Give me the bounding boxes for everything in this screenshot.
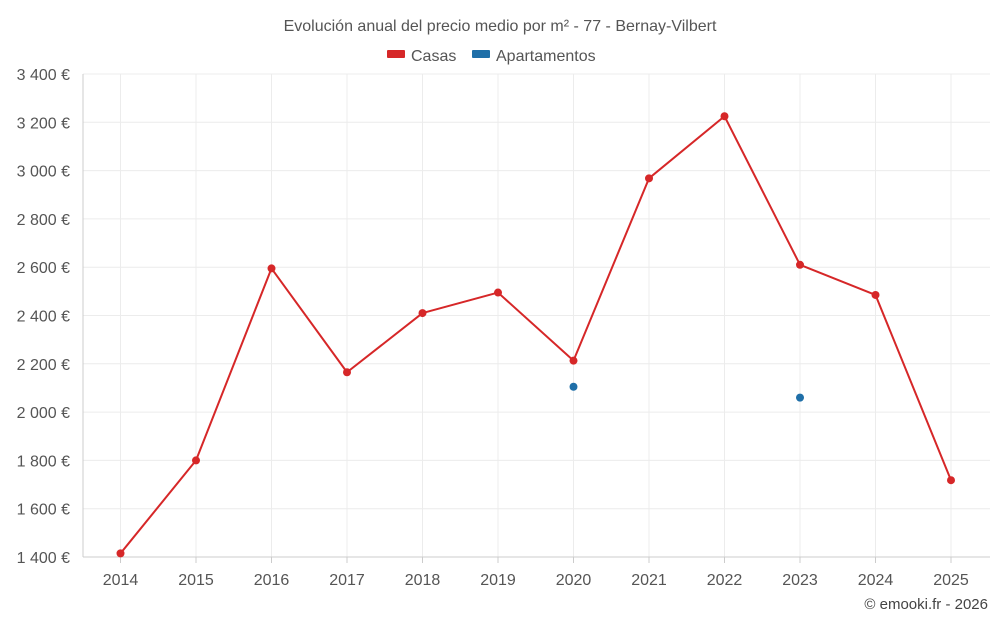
x-axis: 2014 2015 2016 2017 2018 2019 2020 2021 2022 2023… [83, 556, 990, 589]
legend-swatch-apartamentos [472, 50, 490, 58]
data-point-casas[interactable] [947, 476, 955, 485]
data-point-casas[interactable] [645, 174, 653, 183]
y-tick-label: 3 000 € [17, 164, 70, 181]
x-tick-label: 2017 [329, 572, 365, 589]
legend: Casas Apartamentos [387, 48, 596, 65]
x-tick-label: 2020 [556, 572, 592, 589]
legend-label-casas: Casas [411, 48, 456, 65]
data-point-casas[interactable] [192, 456, 200, 465]
data-point-casas[interactable] [494, 288, 502, 297]
data-point-casas[interactable] [267, 264, 276, 273]
y-tick-label: 2 600 € [17, 260, 70, 277]
grid [83, 73, 990, 558]
y-tick-label: 3 400 € [17, 67, 70, 84]
data-point-casas[interactable] [720, 112, 729, 121]
data-point-casas[interactable] [116, 549, 125, 558]
x-tick-label: 2015 [178, 572, 214, 589]
x-tick-label: 2025 [933, 572, 969, 589]
x-tick-label: 2018 [405, 572, 441, 589]
data-point-apartamentos[interactable] [569, 382, 578, 391]
data-point-casas[interactable] [796, 260, 804, 269]
x-tick-label: 2016 [254, 572, 290, 589]
legend-label-apartamentos: Apartamentos [496, 48, 596, 65]
x-tick-label: 2021 [631, 572, 667, 589]
y-axis: 1 400 € 1 600 € 1 800 € 2 000 € 2 200 € 2 400… [17, 67, 84, 567]
x-tick-label: 2019 [480, 572, 516, 589]
y-tick-label: 2 000 € [17, 405, 70, 422]
x-tick-label: 2014 [103, 572, 139, 589]
x-tick-label: 2023 [782, 572, 818, 589]
y-tick-label: 1 400 € [17, 550, 70, 567]
data-point-apartamentos[interactable] [796, 393, 804, 402]
y-tick-label: 1 600 € [17, 502, 70, 519]
x-tick-label: 2024 [858, 572, 894, 589]
series-line-casas [119, 115, 952, 555]
legend-item-casas[interactable]: Casas [387, 48, 456, 65]
y-tick-label: 2 400 € [17, 309, 70, 326]
data-point-casas[interactable] [418, 309, 427, 318]
y-tick-label: 2 200 € [17, 357, 70, 374]
series [116, 112, 955, 558]
data-point-casas[interactable] [871, 290, 880, 299]
data-point-casas[interactable] [569, 356, 578, 365]
y-tick-label: 1 800 € [17, 453, 70, 470]
legend-item-apartamentos[interactable]: Apartamentos [472, 48, 596, 65]
credit-text: © emooki.fr - 2026 [864, 596, 988, 613]
data-point-casas[interactable] [343, 368, 351, 377]
y-tick-label: 2 800 € [17, 212, 70, 229]
x-tick-label: 2022 [707, 572, 743, 589]
chart-title: Evolución anual del precio medio por m² … [284, 18, 717, 35]
y-tick-label: 3 200 € [17, 115, 70, 132]
legend-swatch-casas [387, 50, 405, 58]
